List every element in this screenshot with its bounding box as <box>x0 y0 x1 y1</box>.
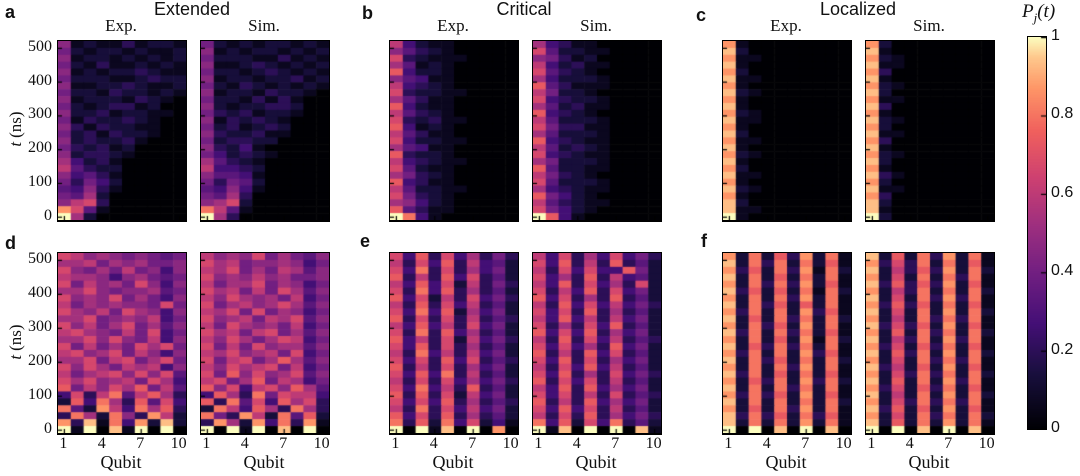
y-tick-label: 300 <box>28 105 52 123</box>
x-tick-label: 1 <box>724 435 733 452</box>
x-tick-label: 7 <box>611 435 620 452</box>
y-tick-label: 500 <box>28 37 52 55</box>
x-tick-label: 10 <box>502 435 519 452</box>
x-axis-label-d-exp: Qubit <box>100 452 142 472</box>
x-tick-label: 4 <box>572 435 581 452</box>
heatmap-c-exp <box>722 40 852 222</box>
heatmap-d-sim <box>200 252 330 435</box>
heatmap-e-sim <box>532 252 662 435</box>
panel-letter-c: c <box>696 5 707 25</box>
subtitle-c-exp: Exp. <box>770 16 802 35</box>
x-axis-label-d-sim: Qubit <box>243 452 285 472</box>
column-title-localized: Localized <box>819 0 897 19</box>
x-tick-label: 7 <box>279 435 288 452</box>
subtitle-b-exp: Exp. <box>437 16 469 35</box>
x-tick-label: 10 <box>978 435 995 452</box>
heatmap-e-exp <box>389 252 519 435</box>
x-axis-label-f-sim: Qubit <box>908 452 950 472</box>
heatmap-f-exp <box>722 252 852 435</box>
y-tick-label: 100 <box>28 385 52 403</box>
subtitle-c-sim: Sim. <box>913 16 945 35</box>
colorbar-label-argument: (t) <box>1037 1 1056 22</box>
colorbar-tick-label: 0.2 <box>1051 340 1074 358</box>
colorbar-tick-label: 0.6 <box>1051 183 1074 201</box>
x-tick-label: 10 <box>645 435 662 452</box>
x-axis-label-e-exp: Qubit <box>432 452 474 472</box>
x-tick-label: 1 <box>59 435 68 452</box>
heatmap-d-exp <box>57 252 187 435</box>
y-tick-label: 200 <box>28 139 52 157</box>
panel-letter-f: f <box>701 231 707 251</box>
x-tick-label: 7 <box>136 435 145 452</box>
column-title-critical: Critical <box>496 0 552 19</box>
colorbar-label-symbol: P <box>1022 1 1034 22</box>
x-tick-label: 10 <box>313 435 330 452</box>
x-tick-label: 4 <box>905 435 914 452</box>
heatmap-c-sim <box>865 40 995 222</box>
y-tick-label: 0 <box>44 419 52 437</box>
column-title-extended: Extended <box>153 0 231 19</box>
y-tick-label: 300 <box>28 317 52 335</box>
panel-letter-b: b <box>362 3 373 23</box>
colorbar-tick-label: 1 <box>1051 27 1060 44</box>
x-tick-label: 1 <box>867 435 876 452</box>
x-tick-label: 4 <box>240 435 249 452</box>
y-tick-label: 200 <box>28 351 52 369</box>
colorbar-tick-label: 0.4 <box>1051 262 1074 280</box>
y-tick-label: 400 <box>28 283 52 301</box>
heatmap-b-exp <box>389 40 519 222</box>
x-axis-label-f-exp: Qubit <box>765 452 807 472</box>
heatmap-a-sim <box>200 40 330 222</box>
heatmap-b-sim <box>532 40 662 222</box>
heatmap-f-sim <box>865 252 995 435</box>
y-tick-label: 0 <box>44 206 52 224</box>
y-tick-label: 500 <box>28 249 52 267</box>
panel-letter-a: a <box>5 2 16 22</box>
x-tick-label: 10 <box>835 435 852 452</box>
x-tick-label: 1 <box>534 435 543 452</box>
subtitle-a-sim: Sim. <box>248 16 280 35</box>
x-tick-label: 4 <box>97 435 106 452</box>
x-tick-label: 1 <box>391 435 400 452</box>
x-axis-label-e-sim: Qubit <box>575 452 617 472</box>
heatmap-a-exp <box>57 40 187 222</box>
y-tick-label: 400 <box>28 71 52 89</box>
colorbar-tick-label: 0.8 <box>1051 105 1074 123</box>
panel-letter-d: d <box>5 233 16 253</box>
colorbar <box>1027 36 1047 430</box>
colorbar-tick-label: 0 <box>1051 419 1060 436</box>
x-tick-label: 10 <box>170 435 187 452</box>
y-tick-label: 100 <box>28 172 52 190</box>
x-tick-label: 1 <box>202 435 211 452</box>
x-tick-label: 7 <box>468 435 477 452</box>
x-tick-label: 7 <box>801 435 810 452</box>
colorbar-label: Pj(t) <box>1022 2 1055 27</box>
subtitle-a-exp: Exp. <box>105 16 137 35</box>
subtitle-b-sim: Sim. <box>580 16 612 35</box>
x-tick-label: 7 <box>944 435 953 452</box>
panel-letter-e: e <box>360 231 371 251</box>
x-tick-label: 4 <box>762 435 771 452</box>
x-tick-label: 4 <box>429 435 438 452</box>
colorbar-label-subscript: j <box>1033 9 1038 25</box>
